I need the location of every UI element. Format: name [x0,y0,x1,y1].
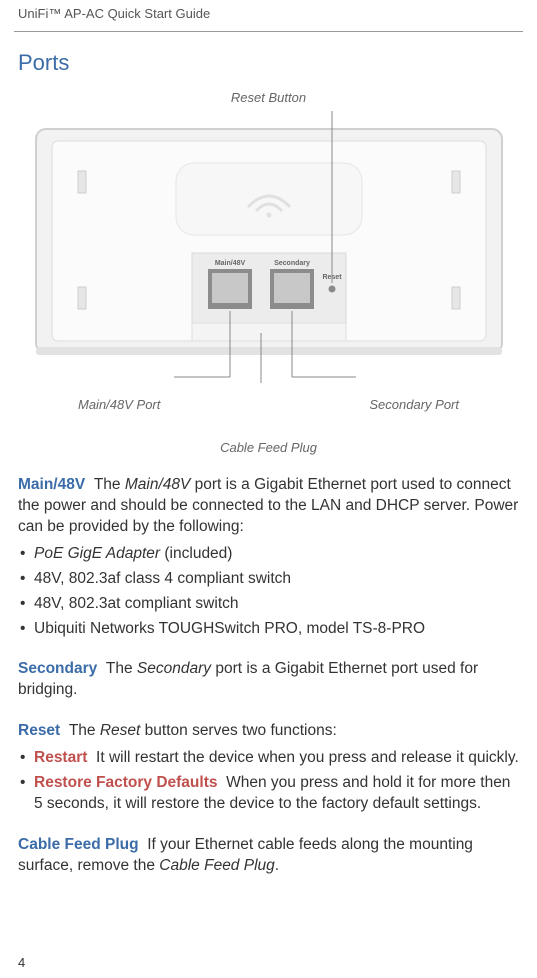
text: button serves two functions: [140,722,336,739]
list-item: 48V, 802.3at compliant switch [18,594,519,615]
header-divider [14,31,523,32]
mount-slot [78,287,86,309]
port-label-main: Main/48V [214,260,245,267]
text: The [69,722,100,739]
device-diagram: Main/48V Secondary Reset [30,111,508,383]
italic-term: PoE GigE Adapter [34,545,160,562]
text: . [275,857,279,874]
list-item: 48V, 802.3af class 4 compliant switch [18,569,519,590]
reset-sub-heading: Restore Factory Defaults [34,774,217,791]
main48v-paragraph: Main/48V The Main/48V port is a Gigabit … [18,475,519,538]
cablefeed-term: Cable Feed Plug [159,857,274,874]
logo-panel [176,163,362,235]
text: It will restart the device when you pres… [96,749,519,766]
device-back-svg: Main/48V Secondary Reset [30,111,508,383]
reset-term: Reset [100,722,141,739]
cablefeed-paragraph: Cable Feed Plug If your Ethernet cable f… [18,835,519,877]
text: The [94,476,125,493]
cablefeed-heading: Cable Feed Plug [18,836,139,853]
secondary-term: Secondary [137,660,211,677]
callout-reset: Reset Button [18,90,519,105]
callout-row: Main/48V Port Secondary Port [18,397,519,412]
main48v-list: PoE GigE Adapter (included) 48V, 802.3af … [18,544,519,640]
device-base-edge [36,347,502,355]
main48v-term: Main/48V [125,476,190,493]
main48v-heading: Main/48V [18,476,85,493]
page-header: UniFi™ AP-AC Quick Start Guide [0,0,537,31]
list-item: Restart It will restart the device when … [18,748,519,769]
reset-heading: Reset [18,722,60,739]
reset-sub-heading: Restart [34,749,87,766]
text: (included) [160,545,232,562]
secondary-heading: Secondary [18,660,97,677]
mount-slot [452,287,460,309]
guide-title: UniFi™ AP-AC Quick Start Guide [18,6,210,21]
callout-main48v: Main/48V Port [78,397,160,412]
callout-cablefeed: Cable Feed Plug [18,440,519,455]
page-number: 4 [18,955,25,970]
list-item: Ubiquiti Networks TOUGHSwitch PRO, model… [18,619,519,640]
callout-secondary: Secondary Port [369,397,459,412]
secondary-paragraph: Secondary The Secondary port is a Gigabi… [18,659,519,701]
section-title: Ports [18,50,519,76]
port-label-secondary: Secondary [274,260,310,267]
mount-slot [452,171,460,193]
cable-feed-plug [192,323,346,341]
reset-paragraph: Reset The Reset button serves two functi… [18,721,519,742]
reset-list: Restart It will restart the device when … [18,748,519,815]
text: The [106,660,137,677]
list-item: Restore Factory Defaults When you press … [18,773,519,815]
mount-slot [78,171,86,193]
page-content: Ports Reset Button [0,50,537,877]
list-item: PoE GigE Adapter (included) [18,544,519,565]
